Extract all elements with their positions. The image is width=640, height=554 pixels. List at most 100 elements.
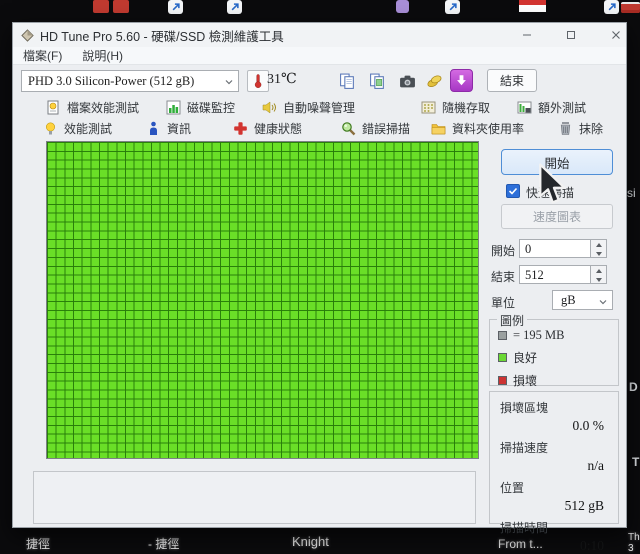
maximize-button[interactable] [554, 23, 588, 46]
drive-selector-value: PHD 3.0 Silicon-Power (512 gB) [28, 73, 195, 88]
position-value: 512 gB [564, 498, 604, 513]
tab-label: 資料夾使用率 [452, 121, 525, 136]
drive-selector[interactable]: PHD 3.0 Silicon-Power (512 gB) [21, 70, 239, 92]
end-field-spinner[interactable] [591, 265, 607, 284]
tab-error-scan[interactable]: 錯誤掃描 [341, 119, 410, 137]
thermometer-icon [254, 74, 262, 88]
temperature-value: 31℃ [267, 72, 297, 87]
tab-strip: 檔案效能測試 磁碟監控 自動噪聲管理 隨機存取 額外測試 效能測試 資訊 [13, 98, 626, 140]
tab-label: 自動噪聲管理 [283, 100, 356, 115]
corner-line2: 3 [628, 543, 634, 554]
menubar: 檔案(F) 說明(H) [13, 47, 626, 65]
start-scan-button[interactable]: 開始 [501, 149, 613, 175]
menu-help[interactable]: 說明(H) [82, 49, 123, 63]
spinner-down-icon[interactable] [591, 249, 606, 258]
desktop-shortcut-label[interactable]: 捷徑 [26, 537, 51, 551]
chevron-down-icon [225, 80, 233, 85]
folder-icon [431, 123, 446, 134]
end-field-input[interactable]: 512 [519, 265, 591, 284]
block-size-swatch [498, 331, 507, 340]
start-field-input[interactable]: 0 [519, 239, 591, 258]
copy-image-icon[interactable] [367, 71, 387, 91]
minimize-button[interactable] [510, 23, 544, 46]
scan-speed-label: 掃描速度 [500, 441, 549, 455]
save-gold-icon[interactable] [424, 71, 444, 91]
unit-select[interactable]: gB [552, 290, 613, 310]
checkmark-icon [508, 187, 518, 195]
desktop-shortcut-label[interactable]: From t... [498, 537, 543, 551]
titlebar[interactable]: HD Tune Pro 5.60 - 硬碟/SSD 檢測維護工具 [13, 23, 626, 47]
scan-block-grid[interactable] [46, 141, 479, 459]
window-title: HD Tune Pro 5.60 - 硬碟/SSD 檢測維護工具 [40, 29, 284, 44]
desktop-icon-fragment [519, 0, 546, 12]
tab-label: 隨機存取 [442, 100, 491, 115]
exit-button[interactable]: 結束 [487, 69, 537, 92]
scan-status-groupbox: 損壞區塊 0.0 % 掃描速度 n/a 位置 512 gB 掃描時間 0:10 [489, 391, 619, 553]
spinner-up-icon[interactable] [591, 266, 606, 275]
disk-monitor-icon [166, 100, 181, 114]
close-button[interactable] [599, 23, 633, 46]
shortcut-arrow-icon [168, 0, 183, 14]
desktop-icon-fragment [396, 0, 409, 13]
desktop-corner-fragment: Th 3 [628, 532, 640, 554]
tab-extra-tests[interactable]: 額外測試 [517, 98, 586, 116]
spinner-up-icon[interactable] [591, 240, 606, 249]
error-scan-magnifier-icon [342, 121, 356, 135]
tab-benchmark[interactable]: 效能測試 [43, 119, 112, 137]
end-field-label: 結束 [491, 270, 516, 284]
desktop-text-fragment: T [632, 455, 640, 469]
legend-bad-label: 損壞 [513, 374, 538, 388]
scan-time-label: 掃描時間 [500, 521, 549, 535]
speed-map-button[interactable]: 速度圖表 [501, 204, 613, 229]
tab-label: 磁碟監控 [187, 100, 236, 115]
start-field-label: 開始 [491, 244, 516, 258]
desktop-icon-fragment [113, 0, 129, 13]
desktop-icon-fragment [93, 0, 109, 13]
start-field-spinner[interactable] [591, 239, 607, 258]
tab-health[interactable]: 健康狀態 [233, 119, 302, 137]
health-cross-icon [234, 121, 247, 135]
file-benchmark-icon [47, 100, 59, 114]
shortcut-arrow-icon [604, 0, 619, 14]
menu-file[interactable]: 檔案(F) [23, 49, 63, 63]
quick-scan-checkbox[interactable] [506, 184, 520, 198]
tab-label: 效能測試 [64, 121, 113, 136]
tab-file-benchmark[interactable]: 檔案效能測試 [46, 98, 139, 116]
tab-acoustic-management[interactable]: 自動噪聲管理 [262, 98, 355, 116]
scan-time-value: 0:10 [579, 538, 604, 553]
scan-info-panel [33, 471, 476, 524]
benchmark-icon [46, 122, 55, 134]
tab-random-access[interactable]: 隨機存取 [421, 98, 490, 116]
acoustic-management-icon [262, 101, 276, 113]
tab-disk-monitor[interactable]: 磁碟監控 [166, 98, 235, 116]
desktop-text-fragment: D [629, 380, 638, 394]
good-swatch [498, 353, 507, 362]
legend-block-size: = 195 MB [513, 328, 565, 342]
unit-field-label: 單位 [491, 296, 516, 310]
corner-line1: Th [628, 532, 640, 543]
screenshot-camera-icon[interactable] [397, 71, 417, 91]
bad-swatch [498, 376, 507, 385]
random-access-icon [421, 101, 436, 113]
desktop-shortcut-label[interactable]: - 捷徑 [148, 537, 180, 551]
tab-folder-usage[interactable]: 資料夾使用率 [431, 119, 524, 137]
quick-scan-label[interactable]: 快速掃描 [526, 186, 575, 200]
hdtune-window: HD Tune Pro 5.60 - 硬碟/SSD 檢測維護工具 檔案(F) 說… [12, 22, 627, 553]
desktop-text-fragment: si [627, 186, 636, 200]
tab-label: 檔案效能測試 [67, 100, 140, 115]
tab-label: 健康狀態 [254, 121, 303, 136]
tab-info[interactable]: 資訊 [146, 119, 191, 137]
trash-icon [560, 121, 571, 135]
download-arrow-button[interactable] [450, 69, 473, 92]
tab-erase[interactable]: 抹除 [558, 119, 603, 137]
download-arrow-icon [457, 75, 466, 86]
legend-title: 圖例 [497, 312, 528, 329]
unit-select-value: gB [561, 292, 576, 307]
copy-text-icon[interactable] [337, 71, 357, 91]
tab-label: 錯誤掃描 [362, 121, 411, 136]
desktop-shortcut-label[interactable]: Knight [292, 534, 329, 549]
chevron-down-icon [599, 300, 607, 305]
temperature-button[interactable] [247, 70, 269, 92]
spinner-down-icon[interactable] [591, 275, 606, 284]
tab-label: 抹除 [579, 121, 604, 136]
